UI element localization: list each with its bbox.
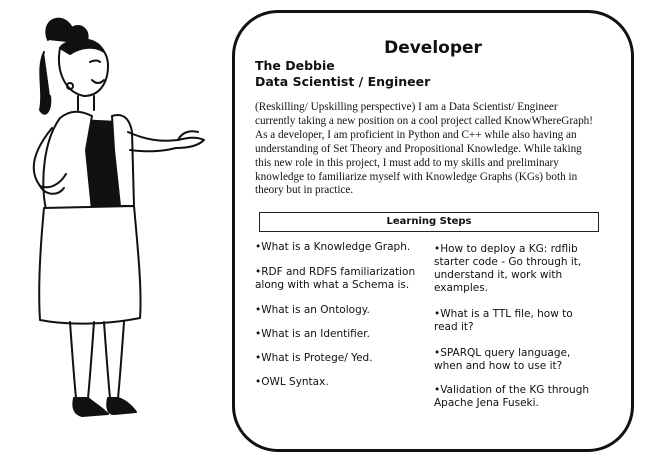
learning-step-item: •What is a TTL file, how to read it? bbox=[434, 308, 573, 333]
description-line: (Reskilling/ Upskilling perspective) I a… bbox=[255, 101, 558, 113]
learning-step-item: •Validation of the KG through Apache Jen… bbox=[434, 384, 590, 409]
learning-step-item: •OWL Syntax. bbox=[255, 376, 329, 388]
woman-presenting-illustration bbox=[32, 17, 205, 417]
persona-name: The Debbie Data Scientist / Engineer bbox=[255, 58, 430, 90]
learning-step-item: •RDF and RDFS familiarization along with… bbox=[255, 266, 416, 291]
learning-step-item: •What is an Identifier. bbox=[255, 328, 370, 340]
learning-step-item: •What is an Ontology. bbox=[255, 304, 370, 316]
persona-role: Data Scientist / Engineer bbox=[255, 74, 431, 89]
learning-step-item: •SPARQL query language, when and how to … bbox=[434, 347, 571, 372]
learning-step-item: •What is Protege/ Yed. bbox=[255, 352, 373, 364]
card-title: Developer bbox=[384, 38, 482, 58]
description-line: understanding of Set Theory and Proposit… bbox=[255, 142, 582, 155]
learning-steps-header: Learning Steps bbox=[259, 212, 599, 232]
description-line: currently taking a new position on a coo… bbox=[255, 114, 593, 127]
persona-description: (Reskilling/ Upskilling perspective) I a… bbox=[255, 101, 617, 198]
description-line: theory but in practice. bbox=[255, 184, 354, 197]
description-line: this new role in this project, I must ad… bbox=[255, 156, 559, 169]
persona-name-line1: The Debbie bbox=[255, 58, 335, 73]
developer-persona-card: Developer The Debbie Data Scientist / En… bbox=[232, 10, 634, 452]
description-line: As a developer, I am proficient in Pytho… bbox=[255, 128, 577, 141]
learning-step-item: •How to deploy a KG: rdflib starter code… bbox=[434, 243, 582, 294]
learning-step-item: •What is a Knowledge Graph. bbox=[255, 241, 411, 253]
description-line: knowledge to familiarize myself with Kno… bbox=[255, 170, 578, 183]
learning-steps-right-column: •How to deploy a KG: rdflib starter code… bbox=[434, 243, 614, 423]
learning-steps-left-column: •What is a Knowledge Graph. •RDF and RDF… bbox=[255, 241, 427, 411]
